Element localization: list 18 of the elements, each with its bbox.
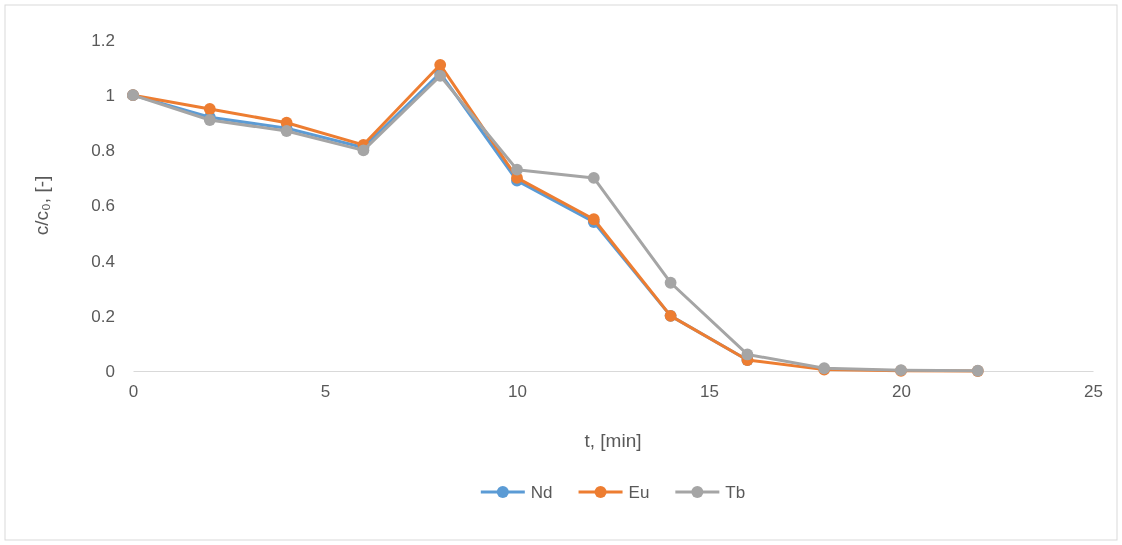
x-tick-label: 20 bbox=[892, 382, 911, 402]
y-tick-label: 0.4 bbox=[91, 251, 115, 271]
y-tick-label: 0 bbox=[105, 361, 115, 381]
y-axis-title: c/c₀, [-] bbox=[31, 175, 52, 236]
legend-label: Tb bbox=[725, 483, 746, 502]
x-tick-label: 5 bbox=[320, 382, 331, 402]
legend-label: Eu bbox=[628, 483, 650, 502]
y-tick-label: 0.6 bbox=[91, 196, 115, 216]
x-tick-label: 25 bbox=[1084, 382, 1103, 402]
legend-label: Nd bbox=[530, 483, 553, 502]
x-axis-title: t, [min] bbox=[584, 430, 642, 451]
y-tick-label: 1 bbox=[105, 86, 115, 106]
y-tick-label: 0.2 bbox=[91, 306, 115, 326]
y-tick-label: 0.8 bbox=[91, 141, 115, 161]
x-tick-label: 15 bbox=[700, 382, 719, 402]
x-tick-label: 10 bbox=[508, 382, 527, 402]
y-tick-label: 1.2 bbox=[91, 30, 115, 50]
x-tick-label: 0 bbox=[128, 382, 139, 402]
